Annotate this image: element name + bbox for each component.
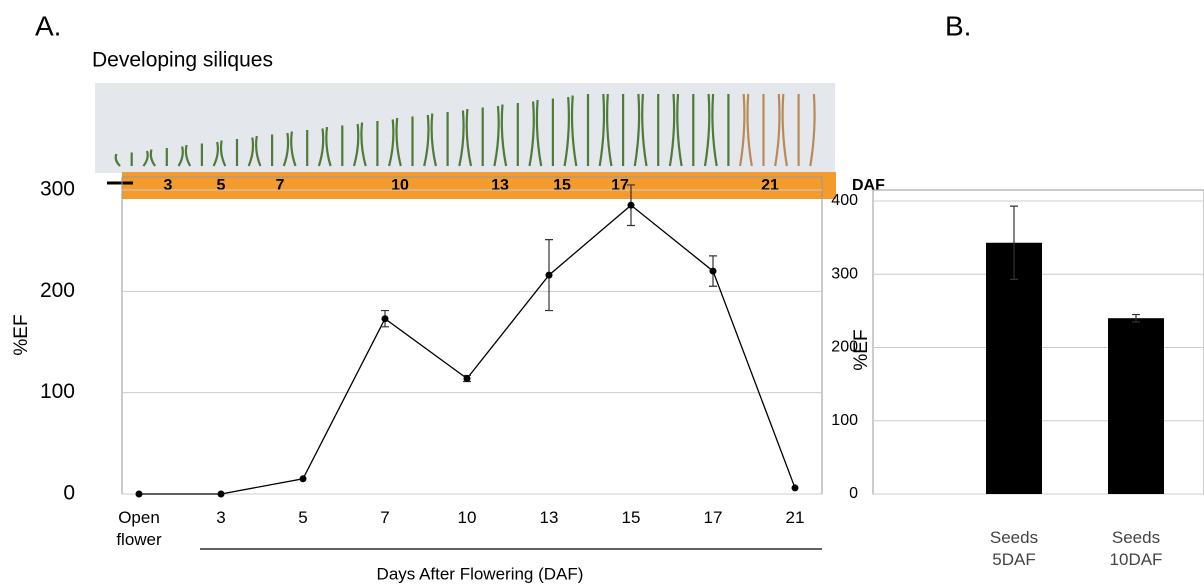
x-axis-label: Days After Flowering (DAF): [377, 564, 584, 583]
bar: [986, 242, 1042, 494]
silique: [458, 110, 465, 167]
panel-label: A.: [35, 10, 61, 41]
silique: [465, 108, 473, 167]
bar: [1108, 318, 1164, 494]
silique: [703, 93, 711, 167]
silique: [212, 141, 219, 167]
x-tick-label: Open flower: [116, 508, 162, 549]
x-tick-label: 13: [539, 508, 559, 527]
y-axis-label: %EF: [11, 314, 32, 355]
x-tick-label: 21: [785, 508, 805, 527]
silique: [746, 93, 753, 167]
silique: [676, 93, 683, 167]
silique: [423, 114, 430, 167]
silique: [352, 123, 360, 167]
silique-photo: [95, 83, 835, 173]
y-tick-label: 200: [831, 339, 858, 356]
strip-title: Developing siliques: [92, 49, 273, 72]
silique: [388, 119, 395, 167]
y-tick-label: 0: [849, 485, 858, 502]
silique: [668, 93, 676, 167]
silique: [395, 117, 402, 167]
point: [381, 315, 389, 323]
point: [135, 490, 143, 498]
silique: [781, 93, 788, 167]
point: [709, 267, 717, 275]
strip-label: 7: [276, 177, 285, 194]
plot-frame: [121, 176, 823, 495]
x-tick-label: Seeds 10DAF: [1109, 528, 1163, 569]
error-bar: [1010, 205, 1018, 280]
silique: [317, 128, 325, 167]
panel-label: B.: [945, 10, 971, 41]
silique: [563, 96, 570, 167]
silique: [247, 137, 255, 167]
strip-label: 3: [164, 177, 173, 194]
y-tick-label: 400: [831, 192, 858, 209]
silique: [633, 93, 641, 167]
silique: [142, 150, 149, 167]
y-tick-label: 0: [63, 482, 75, 505]
x-tick-label: 15: [621, 508, 641, 527]
y-tick-label: 100: [40, 380, 75, 403]
x-tick-label: 5: [298, 508, 308, 527]
daf-strip: [122, 172, 836, 199]
y-tick-label: 100: [831, 412, 858, 429]
x-tick-label: 3: [216, 508, 226, 527]
silique: [809, 93, 816, 167]
silique: [493, 105, 500, 167]
strip-label: 10: [391, 177, 409, 194]
x-tick-label: 17: [703, 508, 723, 527]
x-tick-label: 10: [457, 508, 477, 527]
point: [217, 490, 225, 498]
silique: [149, 149, 157, 167]
silique: [325, 126, 332, 167]
y-tick-label: 200: [40, 279, 75, 302]
silique: [255, 135, 262, 167]
silique: [290, 131, 297, 167]
silique: [528, 101, 535, 167]
x-tick-label: Seeds 5DAF: [989, 528, 1039, 569]
point: [791, 484, 799, 492]
silique: [606, 93, 613, 167]
silique: [535, 99, 543, 167]
silique: [360, 122, 367, 167]
y-tick-label: 300: [40, 178, 75, 201]
silique: [114, 153, 121, 167]
silique: [184, 144, 192, 167]
point: [627, 201, 635, 209]
silique: [711, 93, 718, 167]
y-tick-label: 300: [831, 265, 858, 282]
line: [139, 204, 796, 495]
silique: [177, 146, 184, 167]
silique: [641, 93, 648, 167]
point: [299, 475, 307, 483]
siliques: [114, 93, 816, 167]
silique: [739, 93, 746, 167]
error-bar: [1132, 313, 1140, 323]
x-tick-label: 7: [380, 508, 390, 527]
silique: [500, 104, 508, 167]
strip-label: 21: [761, 177, 779, 194]
silique: [219, 140, 227, 167]
silique: [430, 113, 437, 167]
point: [545, 271, 553, 279]
strip-label: 17: [611, 177, 629, 194]
point: [463, 374, 471, 382]
strip-label: 5: [217, 177, 226, 194]
y-axis-label: %EF: [851, 329, 872, 370]
silique: [570, 95, 578, 167]
strip-label: 13: [491, 177, 509, 194]
silique: [282, 132, 290, 167]
strip-label: 15: [553, 177, 571, 194]
silique: [774, 93, 781, 167]
silique: [598, 93, 606, 167]
